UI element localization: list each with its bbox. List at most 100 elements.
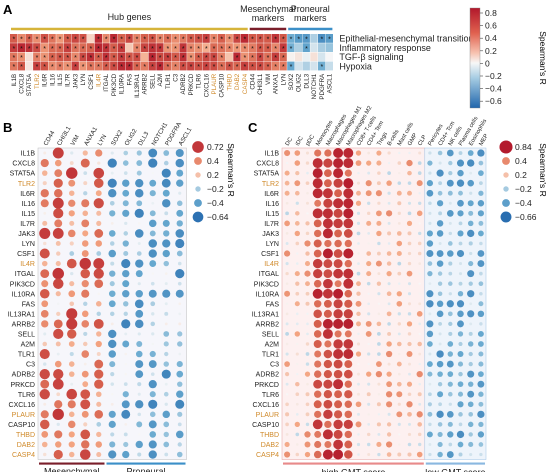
heatmap-cell (48, 61, 56, 71)
correlation-dot (177, 331, 183, 337)
gene-row-label: PIK3CD (10, 281, 35, 288)
heatmap-cell (140, 34, 149, 43)
correlation-dot (41, 320, 49, 328)
correlation-dot (285, 382, 289, 386)
correlation-dot (477, 260, 485, 268)
significance-star: * (274, 37, 277, 44)
correlation-dot (55, 261, 61, 267)
correlation-dot (436, 410, 444, 418)
correlation-dot (163, 331, 170, 337)
gene-label: ADRB2 (180, 73, 187, 94)
correlation-dot (305, 231, 310, 236)
panel-a-column-labels: IL1B CXCL8 STAT5A TLR2 IL6R IL16 IL15 IL7R JAK3 L… (11, 73, 334, 100)
correlation-dot (285, 372, 290, 377)
significance-star: * (259, 64, 262, 71)
correlation-dot (312, 258, 323, 269)
correlation-dot (312, 178, 323, 189)
legend-label: 0.72 (207, 142, 224, 152)
significance-star: * (328, 37, 331, 44)
correlation-dot (343, 188, 354, 199)
correlation-dot (324, 340, 332, 348)
correlation-dot (136, 340, 143, 347)
correlation-dot (39, 368, 50, 380)
correlation-dot (427, 371, 433, 377)
significance-star: * (20, 55, 23, 62)
correlation-dot (148, 440, 157, 449)
correlation-dot (397, 181, 402, 185)
heatmap-cell (294, 43, 303, 52)
significance-star: * (36, 55, 39, 62)
correlation-dot (164, 452, 169, 457)
correlation-dot (477, 310, 485, 318)
correlation-dot (40, 310, 49, 318)
correlation-dot (387, 201, 391, 205)
legend-dot (192, 141, 204, 153)
correlation-dot (68, 210, 75, 217)
correlation-dot (96, 251, 102, 256)
significance-star: * (12, 55, 15, 62)
significance-star: * (36, 46, 39, 53)
heatmap-cell (217, 43, 226, 52)
correlation-dot (357, 412, 360, 416)
correlation-dot (68, 420, 76, 429)
gene-row-label: THBD (260, 432, 279, 439)
significance-star: * (205, 55, 208, 62)
gene-row-label: TLR2 (262, 181, 279, 188)
correlation-dot (81, 440, 90, 449)
correlation-dot (81, 370, 89, 378)
heatmap-cell (302, 52, 310, 62)
significance-star: * (213, 64, 216, 71)
correlation-dot (468, 241, 473, 246)
correlation-dot (456, 300, 465, 308)
correlation-dot (323, 288, 333, 299)
correlation-dot (355, 401, 362, 408)
correlation-dot (416, 370, 423, 378)
correlation-dot (284, 149, 291, 157)
heatmap-cell (48, 34, 56, 43)
correlation-dot (284, 451, 291, 458)
correlation-dot (43, 241, 47, 246)
correlation-dot (366, 160, 372, 166)
correlation-dot (176, 370, 184, 378)
correlation-dot (467, 421, 474, 428)
cell-type-column-label: MEP (478, 133, 490, 147)
correlation-dot (151, 342, 155, 346)
correlation-dot (164, 302, 168, 306)
correlation-dot (124, 332, 128, 336)
correlation-dot (428, 282, 432, 286)
correlation-dot (398, 151, 401, 155)
correlation-dot (457, 441, 464, 448)
gene-label: TLR1 (165, 73, 172, 89)
correlation-dot (479, 452, 483, 457)
correlation-dot (94, 229, 104, 238)
significance-star: * (213, 46, 216, 53)
correlation-dot (149, 210, 156, 217)
correlation-dot (178, 352, 182, 356)
correlation-dot (148, 158, 158, 168)
gene-label: ITGAL (103, 73, 110, 91)
significance-star: * (82, 37, 85, 44)
correlation-dot (56, 392, 61, 397)
correlation-dot (305, 161, 310, 165)
correlation-dot (294, 180, 301, 187)
correlation-dot (42, 181, 47, 186)
correlation-dot (314, 410, 322, 418)
correlation-dot (134, 319, 144, 329)
heatmap-cell (117, 52, 126, 62)
correlation-dot (163, 391, 169, 397)
correlation-dot (294, 160, 301, 166)
correlation-dot (377, 241, 381, 246)
correlation-dot (305, 301, 310, 306)
correlation-dot (70, 271, 74, 276)
correlation-dot (284, 250, 291, 257)
correlation-dot (387, 151, 391, 155)
correlation-dot (343, 178, 354, 189)
correlation-dot (123, 301, 129, 307)
correlation-dot (334, 189, 343, 198)
correlation-dot (458, 452, 463, 457)
correlation-dot (377, 332, 381, 336)
significance-star: * (59, 46, 62, 53)
significance-star: * (128, 37, 131, 44)
correlation-dot (83, 341, 88, 347)
correlation-dot (343, 278, 354, 289)
